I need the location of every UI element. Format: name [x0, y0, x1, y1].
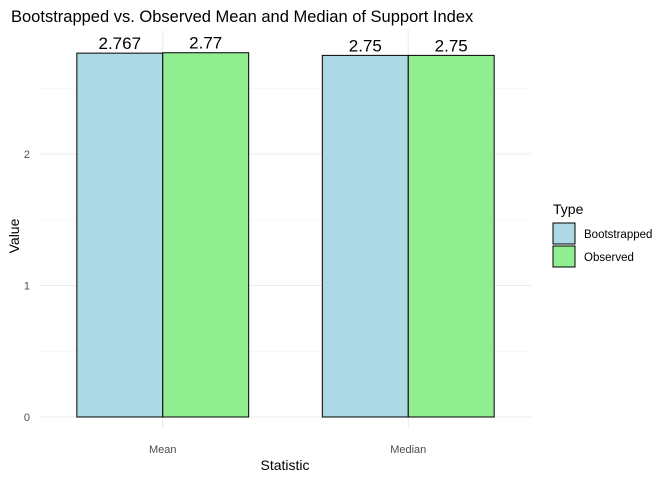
data-label: 2.767 [99, 34, 142, 53]
y-tick-label: 0 [24, 412, 30, 424]
legend: Type Bootstrapped Observed [552, 201, 652, 268]
x-axis-title: Statistic [260, 457, 309, 473]
bar-observed-mean [162, 52, 250, 418]
data-label: 2.75 [435, 36, 468, 55]
y-axis-ticks: 0 1 2 [24, 149, 30, 424]
y-tick-label: 1 [24, 281, 30, 293]
x-tick-label: Mean [149, 444, 177, 456]
y-axis-title: Value [6, 218, 22, 253]
chart-title: Bootstrapped vs. Observed Mean and Media… [11, 8, 474, 26]
legend-label-observed: Observed [584, 252, 634, 264]
y-tick-label: 2 [24, 149, 30, 161]
bars [76, 52, 495, 418]
bar-observed-median [407, 54, 495, 418]
legend-key-bootstrapped [552, 222, 576, 245]
data-label: 2.75 [349, 36, 382, 55]
bar-bootstrapped-median [321, 54, 409, 418]
data-labels: 2.767 2.77 2.75 2.75 [99, 34, 468, 56]
x-axis-ticks: Mean Median [149, 444, 426, 456]
legend-title: Type [553, 201, 584, 217]
x-tick-label: Median [390, 444, 426, 456]
bar-bootstrapped-mean [76, 52, 164, 418]
legend-label-bootstrapped: Bootstrapped [584, 229, 652, 241]
legend-key-observed [552, 245, 576, 268]
data-label: 2.77 [189, 34, 222, 53]
